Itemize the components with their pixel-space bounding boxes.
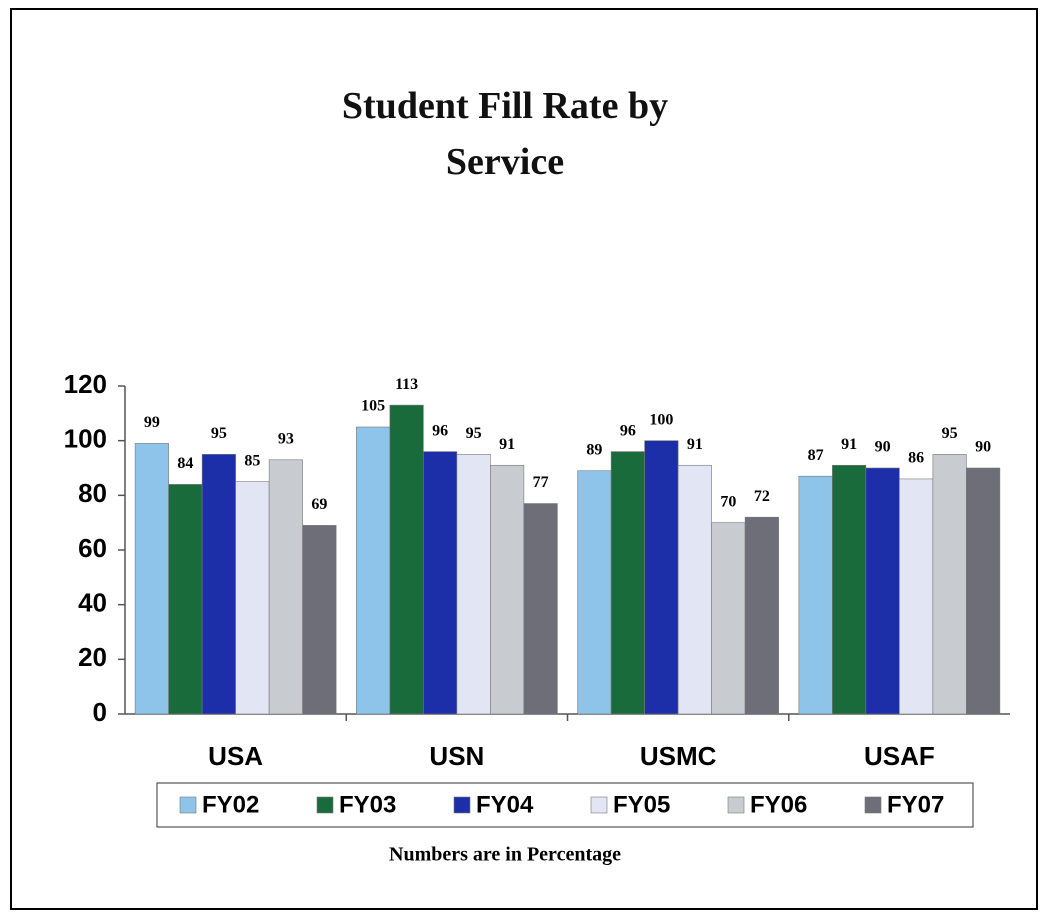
data-label: 95 bbox=[942, 425, 958, 442]
bar bbox=[134, 443, 169, 715]
bar bbox=[235, 481, 270, 715]
legend-label: FY05 bbox=[613, 791, 670, 818]
data-label: 99 bbox=[144, 414, 160, 431]
legend-swatch bbox=[453, 796, 471, 814]
bar bbox=[644, 440, 679, 715]
bar bbox=[677, 464, 712, 715]
data-label: 70 bbox=[720, 493, 736, 510]
bar bbox=[268, 459, 303, 715]
y-tick-label: 100 bbox=[64, 424, 107, 454]
bar bbox=[610, 451, 645, 715]
legend-label: FY07 bbox=[887, 791, 944, 818]
bar bbox=[356, 426, 391, 715]
legend-label: FY06 bbox=[750, 791, 807, 818]
legend-swatch bbox=[727, 796, 745, 814]
bar bbox=[423, 451, 458, 715]
x-tick-label: USMC bbox=[640, 741, 717, 771]
x-tick-label: USN bbox=[429, 741, 484, 771]
data-label: 113 bbox=[395, 376, 418, 393]
x-tick-label: USA bbox=[208, 741, 263, 771]
bar bbox=[168, 484, 203, 715]
bar bbox=[798, 475, 833, 715]
data-label: 90 bbox=[975, 439, 991, 456]
data-label: 93 bbox=[278, 430, 294, 447]
data-label: 100 bbox=[649, 411, 673, 428]
legend-label: FY03 bbox=[339, 791, 396, 818]
data-label: 95 bbox=[211, 425, 227, 442]
data-label: 89 bbox=[586, 441, 602, 458]
legend-label: FY04 bbox=[476, 791, 534, 818]
legend-swatch bbox=[316, 796, 334, 814]
frame bbox=[10, 8, 1038, 910]
bar bbox=[490, 464, 525, 715]
data-label: 86 bbox=[908, 450, 924, 467]
y-tick-label: 120 bbox=[64, 369, 107, 399]
bar bbox=[456, 454, 491, 715]
bar bbox=[711, 522, 746, 715]
y-tick-label: 60 bbox=[78, 533, 107, 563]
bar bbox=[744, 516, 779, 715]
bar bbox=[832, 464, 867, 715]
data-label: 91 bbox=[687, 436, 703, 453]
data-label: 90 bbox=[875, 439, 891, 456]
y-tick-label: 20 bbox=[78, 642, 107, 672]
bar bbox=[865, 467, 900, 715]
data-label: 84 bbox=[177, 455, 193, 472]
bar bbox=[577, 470, 612, 715]
data-label: 96 bbox=[620, 422, 636, 439]
y-tick-label: 0 bbox=[93, 697, 107, 727]
data-label: 77 bbox=[533, 474, 549, 491]
data-label: 85 bbox=[244, 452, 260, 469]
bar bbox=[302, 525, 337, 715]
bar bbox=[932, 454, 967, 715]
data-label: 87 bbox=[808, 447, 824, 464]
data-label: 105 bbox=[361, 398, 385, 415]
legend-swatch bbox=[590, 796, 608, 814]
chart-title: Student Fill Rate by Service bbox=[341, 85, 669, 183]
legend-label: FY02 bbox=[202, 791, 259, 818]
data-label: 96 bbox=[432, 422, 448, 439]
y-tick-label: 80 bbox=[78, 478, 107, 508]
data-label: 72 bbox=[754, 488, 770, 505]
bar bbox=[966, 467, 1001, 715]
bar bbox=[201, 454, 236, 715]
data-label: 95 bbox=[466, 425, 482, 442]
data-label: 91 bbox=[841, 436, 857, 453]
x-tick-label: USAF bbox=[864, 741, 935, 771]
y-tick-label: 40 bbox=[78, 588, 107, 618]
bar bbox=[523, 503, 558, 715]
legend-swatch bbox=[864, 796, 882, 814]
data-label: 91 bbox=[499, 436, 515, 453]
legend-swatch bbox=[179, 796, 197, 814]
data-label: 69 bbox=[311, 496, 327, 513]
legend-box bbox=[156, 782, 974, 828]
note: Numbers are in Percentage bbox=[389, 844, 621, 866]
bar bbox=[389, 404, 424, 715]
bar bbox=[899, 478, 934, 715]
